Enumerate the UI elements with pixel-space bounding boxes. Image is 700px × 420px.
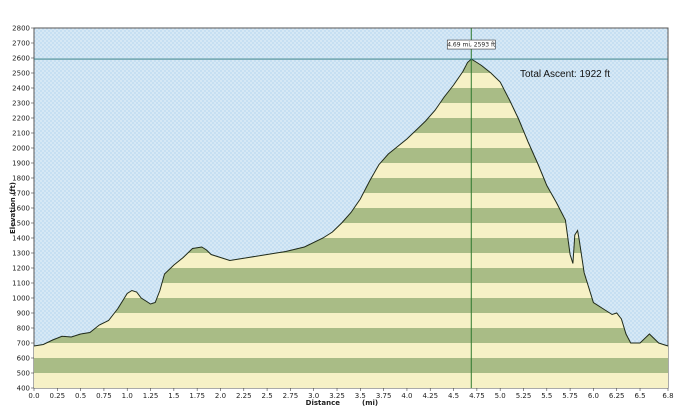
x-tick-label: 3.5 xyxy=(355,392,366,400)
x-tick-label: 2.0 xyxy=(215,392,226,400)
x-tick-label: 4.25 xyxy=(422,392,438,400)
x-tick-label: 5.75 xyxy=(562,392,578,400)
x-tick-label: 6.0 xyxy=(588,392,599,400)
y-tick-label: 2500 xyxy=(12,69,30,77)
x-tick-label: 0.25 xyxy=(50,392,66,400)
y-tick-label: 1900 xyxy=(12,159,30,167)
y-axis-ticks: 400 500 600 700 800 900 1000 1100 1200 1300 1400 15… xyxy=(12,24,30,392)
elevation-band xyxy=(34,298,668,313)
elevation-band xyxy=(34,253,668,268)
x-axis-title: Distance xyxy=(306,399,341,407)
x-tick-label: 6.8 xyxy=(662,392,673,400)
x-tick-label: 1.0 xyxy=(122,392,133,400)
y-tick-label: 800 xyxy=(17,324,30,332)
y-tick-label: 1700 xyxy=(12,189,30,197)
x-tick-label: 1.25 xyxy=(143,392,159,400)
x-tick-label: 4.5 xyxy=(448,392,459,400)
y-tick-label: 1800 xyxy=(12,174,30,182)
y-tick-label: 2400 xyxy=(12,84,30,92)
y-tick-label: 700 xyxy=(17,339,30,347)
y-tick-label: 2600 xyxy=(12,54,30,62)
marker-label-box xyxy=(446,39,496,50)
marker-label: 4.69 mi, 2593 ft xyxy=(447,42,496,49)
y-tick-label: 2100 xyxy=(12,129,30,137)
y-tick-label: 2000 xyxy=(12,144,30,152)
x-tick-label: 5.0 xyxy=(495,392,506,400)
x-tick-label: 0.0 xyxy=(28,392,39,400)
x-tick-label: 3.0 xyxy=(308,392,319,400)
x-tick-label: 1.5 xyxy=(168,392,179,400)
elevation-band xyxy=(34,328,668,343)
y-tick-label: 1100 xyxy=(12,279,30,287)
elevation-band xyxy=(34,358,668,373)
y-tick-label: 1000 xyxy=(12,294,30,302)
x-tick-label: 6.25 xyxy=(609,392,625,400)
x-tick-label: 5.25 xyxy=(516,392,532,400)
x-tick-label: 6.5 xyxy=(634,392,645,400)
x-tick-label: 2.75 xyxy=(283,392,299,400)
y-tick-label: 1300 xyxy=(12,249,30,257)
x-tick-label: 3.25 xyxy=(329,392,345,400)
y-tick-label: 2700 xyxy=(12,39,30,47)
y-tick-label: 1400 xyxy=(12,234,30,242)
elevation-band xyxy=(34,373,668,388)
y-tick-label: 900 xyxy=(17,309,30,317)
x-tick-label: 5.5 xyxy=(541,392,552,400)
elevation-band xyxy=(34,268,668,283)
y-axis-title: Elevation (ft) xyxy=(9,182,17,234)
elevation-profile-line xyxy=(33,58,669,347)
elevation-band xyxy=(34,283,668,298)
y-tick-label: 1200 xyxy=(12,264,30,272)
y-tick-label: 2300 xyxy=(12,99,30,107)
y-tick-label: 1600 xyxy=(12,204,30,212)
x-tick-label: 2.25 xyxy=(236,392,252,400)
x-tick-label: 4.75 xyxy=(469,392,485,400)
elevation-band xyxy=(34,313,668,328)
x-axis-ticks: 0.0 0.25 0.5 0.75 1.0 1.25 1.5 1.75 2.0 2.25 2.5 2.… xyxy=(28,388,674,400)
y-tick-label: 2200 xyxy=(12,114,30,122)
y-gridlines xyxy=(31,27,34,389)
x-tick-label: 0.5 xyxy=(75,392,86,400)
y-tick-label: 400 xyxy=(17,384,30,392)
x-tick-label: 4.0 xyxy=(401,392,412,400)
x-axis-unit: (mi) xyxy=(362,399,378,407)
y-tick-label: 500 xyxy=(17,369,30,377)
x-tick-label: 1.75 xyxy=(189,392,205,400)
total-ascent-annotation: Total Ascent: 1922 ft xyxy=(520,69,610,80)
elevation-band xyxy=(34,343,668,358)
y-tick-label: 1500 xyxy=(12,219,30,227)
y-tick-label: 600 xyxy=(17,354,30,362)
x-tick-label: 2.5 xyxy=(262,392,273,400)
x-tick-label: 0.75 xyxy=(96,392,112,400)
x-tick-label: 3.75 xyxy=(376,392,392,400)
y-tick-label: 2800 xyxy=(12,24,30,32)
